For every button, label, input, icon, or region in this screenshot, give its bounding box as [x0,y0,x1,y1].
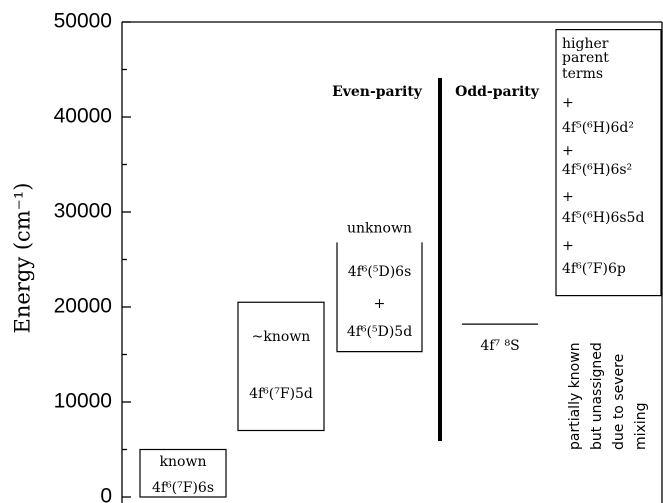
box-label: 4f⁵(⁶H)6d² [562,120,634,136]
box-label: parent [562,50,609,66]
box-label: 4f⁶(⁷F)6p [562,261,626,277]
box-label: 4f⁵(⁶H)6s² [562,162,632,178]
note: due to severe [611,354,627,450]
level-box [336,242,423,353]
box-title: unknown [347,220,412,236]
box-label: + [374,296,386,312]
box-label: ~known [252,329,311,345]
note: partially known [567,342,583,450]
box-label: 4f⁵(⁶H)6s5d [562,210,644,226]
box-label: terms [562,66,603,82]
y-axis-label: Energy (cm⁻¹) [11,183,35,334]
box-label: known [160,454,207,470]
note: but unassigned [589,342,605,450]
box-label: + [562,238,574,254]
odd-heading: Odd-parity [455,84,540,100]
level-label: 4f⁷ ⁸S [480,338,519,354]
y-tick-label: 30000 [54,200,112,223]
box-label: + [562,189,574,205]
level-box [139,448,227,498]
note: mixing [633,403,649,450]
y-tick-label: 10000 [54,390,112,413]
level-box [555,29,662,297]
box-label: + [562,95,574,111]
box-label: + [562,143,574,159]
box-label: 4f⁶(⁵D)6s [348,264,412,280]
level-box [237,301,325,432]
y-tick-label: 50000 [54,10,112,33]
box-label: higher [562,36,609,52]
y-tick-label: 40000 [54,105,112,128]
even-heading: Even-parity [332,84,423,100]
box-label: 4f⁶(⁷F)6s [152,480,214,496]
box-label: 4f⁶(⁵D)5d [347,324,412,340]
box-label: 4f⁶(⁷F)5d [249,386,313,402]
y-tick-label: 20000 [54,295,112,318]
y-tick-label: 0 [100,485,112,503]
